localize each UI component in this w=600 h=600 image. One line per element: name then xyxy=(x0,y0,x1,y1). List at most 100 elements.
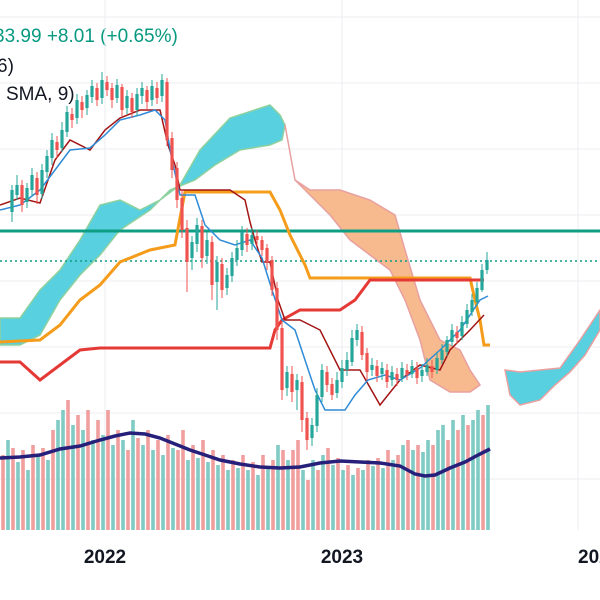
candle-body[interactable] xyxy=(210,242,214,285)
candle-body[interactable] xyxy=(205,240,209,256)
candle-body[interactable] xyxy=(480,270,484,290)
candle-body[interactable] xyxy=(45,156,49,172)
candle-body[interactable] xyxy=(345,360,349,370)
candle-body[interactable] xyxy=(150,86,154,100)
candle-body[interactable] xyxy=(80,102,84,110)
candle-body[interactable] xyxy=(270,260,274,290)
candle-body[interactable] xyxy=(170,138,174,170)
candle-body[interactable] xyxy=(470,300,474,312)
candle-body[interactable] xyxy=(315,395,319,426)
candle-body[interactable] xyxy=(370,365,374,370)
candle-body[interactable] xyxy=(35,178,39,195)
x-tick-2022: 2022 xyxy=(84,547,126,568)
candle-body[interactable] xyxy=(60,130,64,148)
candle-body[interactable] xyxy=(230,258,234,276)
candle-body[interactable] xyxy=(25,188,29,202)
candle-body[interactable] xyxy=(245,234,249,245)
candle-body[interactable] xyxy=(120,87,124,110)
candle-body[interactable] xyxy=(185,228,189,262)
candle-body[interactable] xyxy=(355,330,359,340)
candle-body[interactable] xyxy=(420,370,424,376)
candle-body[interactable] xyxy=(220,264,224,290)
candle-body[interactable] xyxy=(165,82,169,140)
candle-body[interactable] xyxy=(430,366,434,372)
candle-body[interactable] xyxy=(155,88,159,98)
candle-body[interactable] xyxy=(325,372,329,385)
candle-body[interactable] xyxy=(195,225,199,244)
candle-body[interactable] xyxy=(130,98,134,112)
candle-body[interactable] xyxy=(375,366,379,376)
candle-body[interactable] xyxy=(70,114,74,120)
candle-body[interactable] xyxy=(360,332,364,355)
candle-body[interactable] xyxy=(400,368,404,378)
candle-body[interactable] xyxy=(385,370,389,382)
candle-body[interactable] xyxy=(30,175,34,190)
candle-body[interactable] xyxy=(200,226,204,258)
candle-body[interactable] xyxy=(140,88,144,96)
volume-bar xyxy=(171,448,175,530)
candle-body[interactable] xyxy=(235,248,239,260)
candle-body[interactable] xyxy=(85,95,89,108)
candle-body[interactable] xyxy=(410,366,414,374)
candle-body[interactable] xyxy=(90,86,94,97)
candle-body[interactable] xyxy=(435,358,439,370)
candle-body[interactable] xyxy=(225,275,229,288)
candle-body[interactable] xyxy=(380,368,384,374)
candle-body[interactable] xyxy=(50,140,54,158)
candle-body[interactable] xyxy=(125,96,129,108)
candle-body[interactable] xyxy=(40,170,44,194)
candle-body[interactable] xyxy=(305,418,309,440)
candle-body[interactable] xyxy=(105,82,109,90)
candle-body[interactable] xyxy=(95,88,99,100)
candle-body[interactable] xyxy=(395,374,399,380)
candle-body[interactable] xyxy=(145,90,149,102)
candle-body[interactable] xyxy=(250,235,254,244)
candle-body[interactable] xyxy=(455,332,459,338)
candle-body[interactable] xyxy=(115,85,119,98)
candle-body[interactable] xyxy=(310,425,314,438)
candle-body[interactable] xyxy=(475,288,479,302)
candle-body[interactable] xyxy=(160,80,164,96)
candle-body[interactable] xyxy=(485,260,489,270)
candle-body[interactable] xyxy=(135,94,139,110)
candle-body[interactable] xyxy=(215,262,219,282)
candle-body[interactable] xyxy=(180,198,184,230)
candle-body[interactable] xyxy=(465,310,469,324)
candle-body[interactable] xyxy=(440,350,444,360)
candle-body[interactable] xyxy=(100,80,104,98)
candle-body[interactable] xyxy=(240,232,244,250)
candle-body[interactable] xyxy=(65,112,69,132)
candle-body[interactable] xyxy=(425,365,429,372)
candle-body[interactable] xyxy=(335,380,339,393)
candle-body[interactable] xyxy=(365,353,369,372)
candle-body[interactable] xyxy=(350,338,354,362)
candle-body[interactable] xyxy=(320,370,324,397)
candle-body[interactable] xyxy=(20,185,24,205)
candle-body[interactable] xyxy=(175,168,179,200)
indicator-legend-2: SMA, 9) xyxy=(6,84,75,105)
candle-body[interactable] xyxy=(300,382,304,420)
candle-body[interactable] xyxy=(390,372,394,380)
candle-body[interactable] xyxy=(450,330,454,342)
candle-body[interactable] xyxy=(275,288,279,330)
candle-body[interactable] xyxy=(330,384,334,395)
candle-body[interactable] xyxy=(255,236,259,240)
candle-body[interactable] xyxy=(265,248,269,262)
candle-body[interactable] xyxy=(460,322,464,336)
candle-body[interactable] xyxy=(280,328,284,390)
candle-body[interactable] xyxy=(110,88,114,100)
candle-body[interactable] xyxy=(405,370,409,375)
candle-body[interactable] xyxy=(15,185,19,195)
candle-body[interactable] xyxy=(285,372,289,388)
candle-body[interactable] xyxy=(415,368,419,378)
candle-body[interactable] xyxy=(260,240,264,250)
candle-body[interactable] xyxy=(290,374,294,392)
candle-body[interactable] xyxy=(190,242,194,258)
candle-body[interactable] xyxy=(340,368,344,382)
candle-body[interactable] xyxy=(445,340,449,352)
candle-body[interactable] xyxy=(55,142,59,150)
candle-body[interactable] xyxy=(10,190,14,212)
candle-body[interactable] xyxy=(75,100,79,118)
candle-body[interactable] xyxy=(295,380,299,390)
